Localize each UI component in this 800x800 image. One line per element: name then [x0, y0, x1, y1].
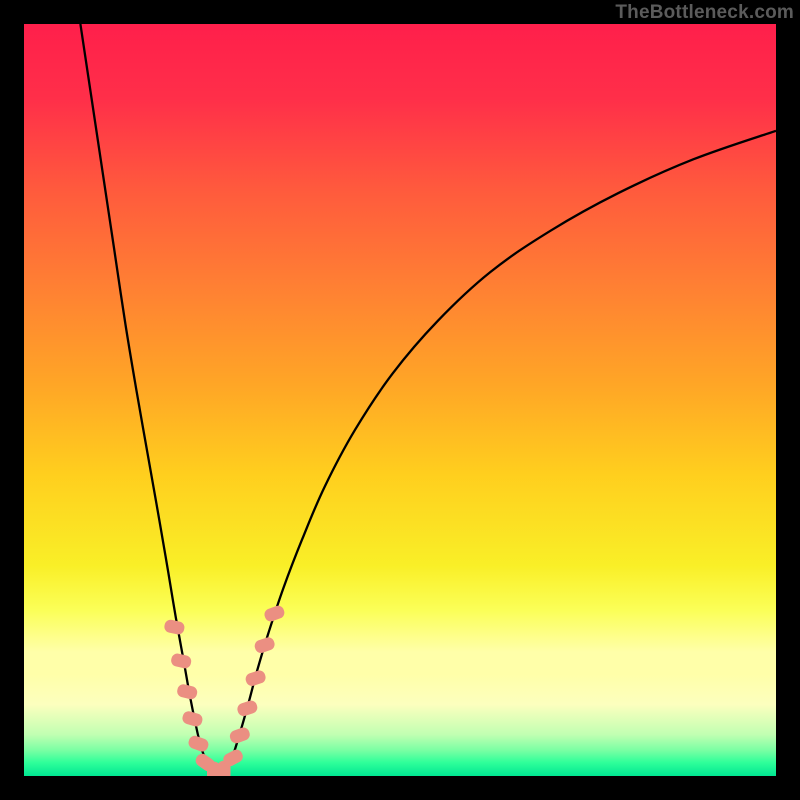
- data-marker: [170, 652, 192, 669]
- frame-right: [776, 0, 800, 800]
- watermark-text: TheBottleneck.com: [615, 2, 794, 24]
- chart-svg: [24, 24, 776, 776]
- right-branch-curve: [223, 131, 776, 772]
- left-branch-curve: [80, 24, 212, 772]
- data-marker: [181, 710, 204, 728]
- data-marker: [187, 734, 210, 753]
- data-marker: [263, 604, 286, 623]
- data-marker: [176, 683, 199, 700]
- frame-bottom: [0, 776, 800, 800]
- data-marker: [236, 699, 259, 718]
- data-marker: [228, 726, 251, 745]
- markers-group: [163, 604, 286, 781]
- data-marker: [163, 619, 185, 636]
- frame-left: [0, 0, 24, 800]
- data-marker: [244, 669, 267, 688]
- data-marker: [253, 636, 276, 655]
